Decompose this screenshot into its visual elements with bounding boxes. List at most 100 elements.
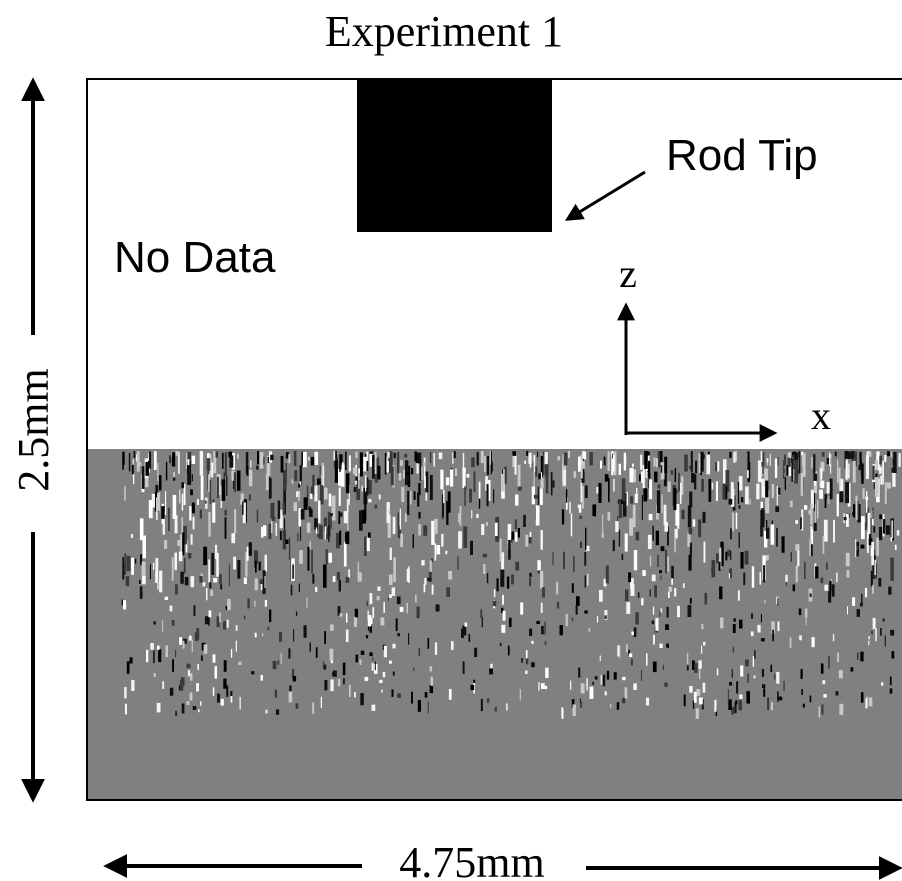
speckle [156, 702, 161, 713]
speckle [262, 633, 264, 637]
speckle [641, 495, 643, 521]
speckle [219, 573, 222, 585]
speckle [131, 557, 134, 575]
speckle [468, 634, 471, 642]
speckle [561, 707, 564, 719]
speckle [306, 597, 308, 609]
speckle [611, 458, 613, 472]
speckle [881, 682, 884, 686]
speckle [640, 471, 645, 483]
speckle [624, 687, 628, 699]
speckle [386, 461, 390, 473]
speckle [545, 472, 549, 494]
speckle [169, 687, 174, 696]
speckle [625, 589, 629, 601]
speckle [355, 476, 358, 481]
speckle [335, 451, 337, 463]
speckle [673, 488, 677, 511]
speckle [618, 500, 622, 519]
speckle [268, 523, 272, 540]
speckle [888, 586, 892, 595]
speckle [317, 534, 320, 538]
speckle [730, 550, 732, 560]
speckle [674, 468, 677, 482]
speckle [387, 597, 389, 602]
speckle [272, 661, 277, 670]
speckle [680, 476, 684, 495]
speckle [529, 531, 532, 542]
speckle [345, 613, 348, 623]
speckle [738, 505, 741, 509]
speckle [761, 669, 764, 677]
speckle [264, 575, 266, 589]
speckle [765, 480, 769, 498]
speckle [824, 493, 827, 509]
speckle [868, 538, 873, 545]
speckle [760, 614, 762, 623]
speckle [878, 466, 882, 474]
speckle [184, 576, 189, 586]
speckle [240, 493, 244, 505]
speckle [399, 508, 401, 530]
speckle [610, 452, 613, 456]
speckle [125, 576, 130, 587]
speckle [387, 514, 391, 538]
speckle [231, 470, 235, 481]
speckle [417, 700, 421, 712]
speckle [563, 469, 566, 486]
speckle [384, 452, 387, 475]
speckle [688, 527, 693, 535]
speckle [429, 684, 434, 694]
speckle [820, 461, 825, 472]
speckle [360, 650, 365, 655]
speckle [427, 577, 431, 581]
speckle [196, 683, 199, 692]
speckle [838, 467, 841, 486]
speckle [295, 611, 298, 617]
speckle [508, 617, 512, 628]
speckle [814, 503, 816, 523]
speckle [299, 465, 302, 486]
speckle [757, 624, 761, 633]
speckle [879, 455, 882, 465]
speckle [338, 487, 341, 506]
speckle [734, 702, 737, 714]
speckle [750, 631, 754, 637]
speckle [892, 458, 897, 473]
speckle [715, 462, 718, 472]
speckle [843, 517, 847, 521]
speckle [761, 478, 766, 498]
speckle [589, 686, 594, 699]
speckle [478, 481, 481, 499]
speckle [223, 622, 225, 630]
speckle [190, 576, 195, 588]
speckle [662, 664, 664, 670]
speckle [237, 470, 241, 491]
speckle [177, 540, 181, 546]
speckle [856, 609, 860, 617]
speckle [434, 642, 438, 655]
speckle [698, 697, 703, 705]
speckle [181, 517, 184, 534]
speckle [429, 452, 432, 464]
speckle [369, 625, 372, 633]
speckle [851, 451, 855, 459]
speckle [787, 452, 792, 457]
speckle [651, 620, 655, 625]
speckle [285, 539, 289, 544]
speckle [544, 641, 547, 645]
speckle [208, 617, 210, 627]
speckle [354, 692, 356, 698]
speckle [732, 647, 735, 653]
speckle [795, 565, 798, 583]
speckle [708, 478, 712, 502]
speckle [826, 562, 828, 570]
speckle [213, 577, 218, 583]
speckle [438, 452, 443, 460]
speckle [540, 455, 544, 477]
speckle [540, 570, 544, 589]
speckle [172, 494, 177, 519]
speckle [613, 451, 617, 476]
speckle [684, 454, 688, 472]
speckle [153, 621, 156, 625]
